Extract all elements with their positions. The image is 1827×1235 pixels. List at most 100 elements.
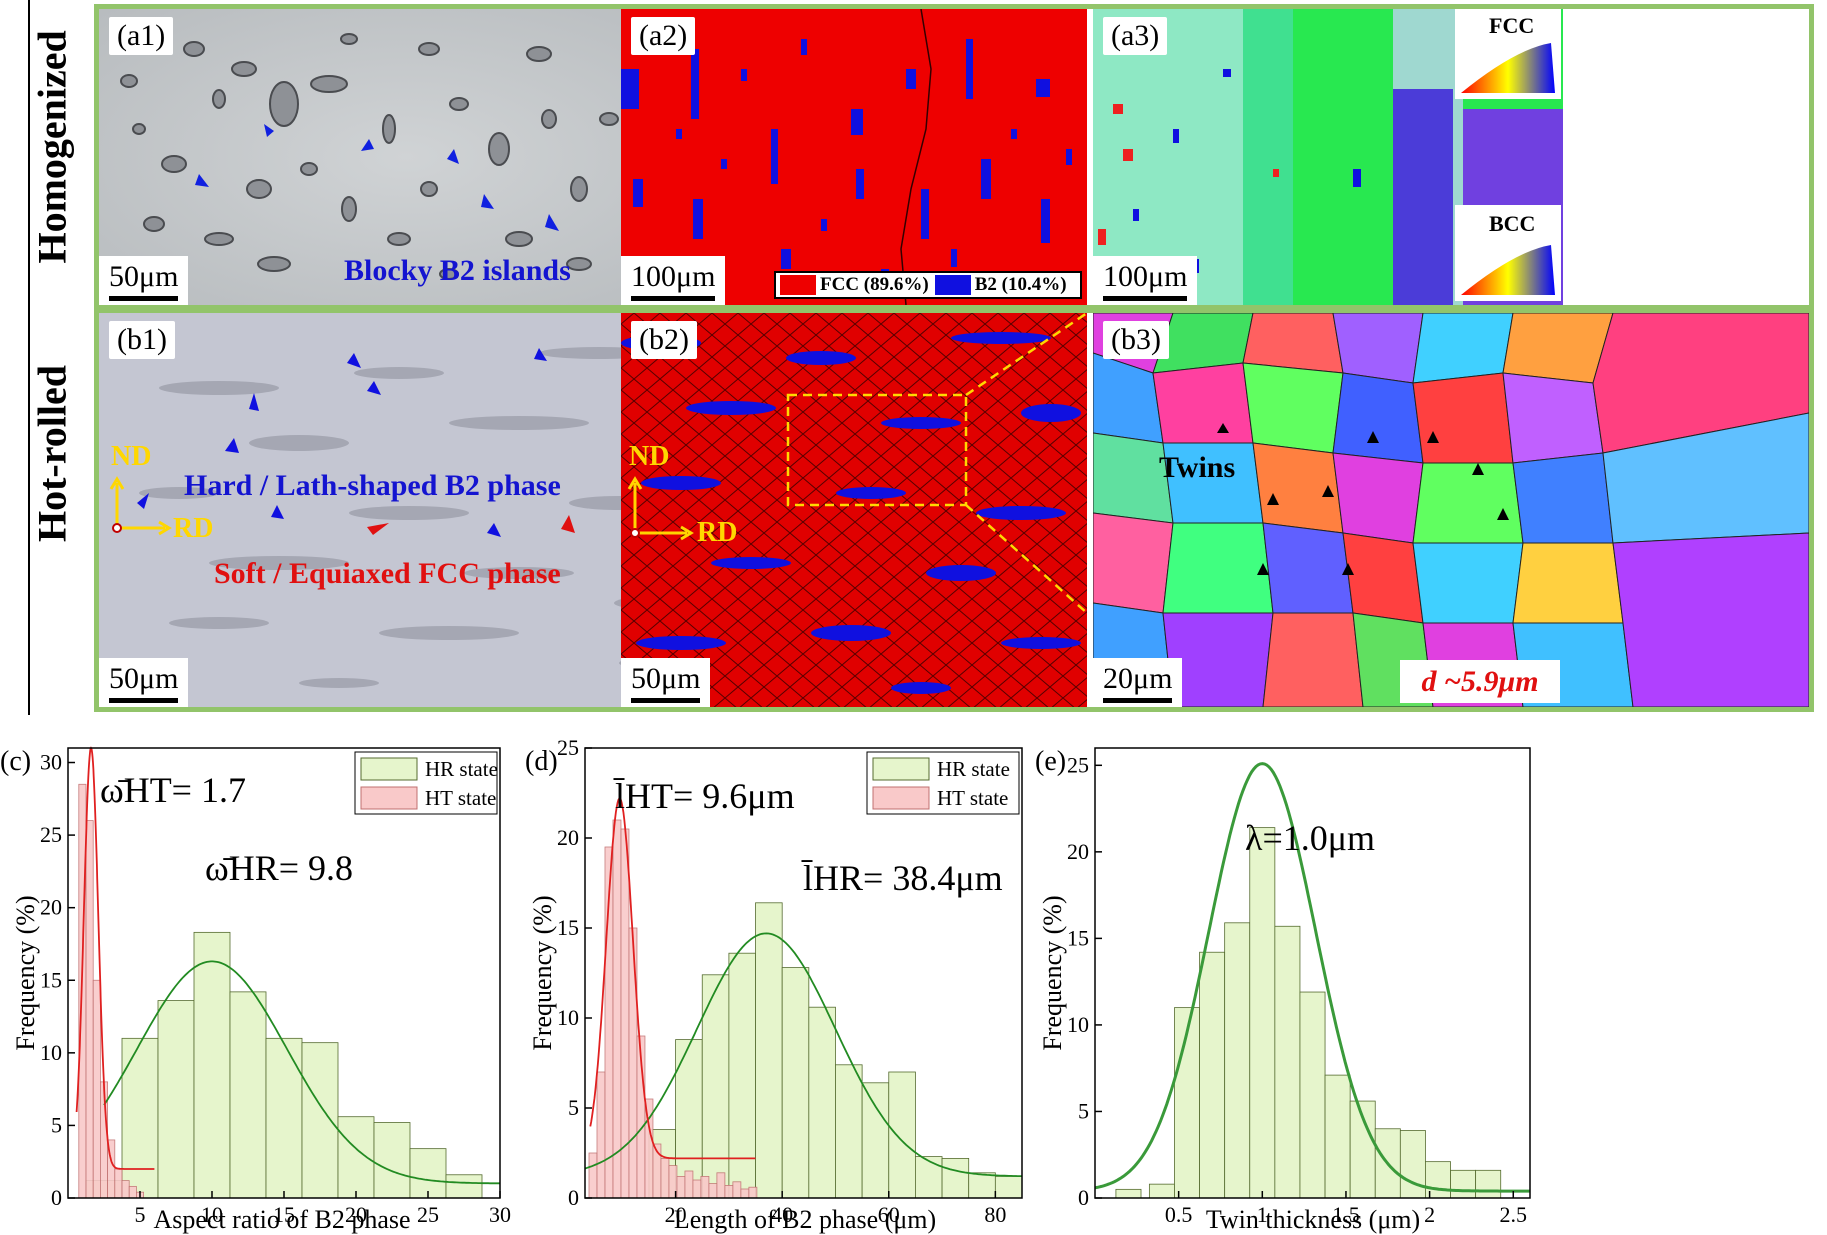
x-tick-label-d: 40 bbox=[771, 1202, 793, 1227]
a1-micrograph bbox=[99, 9, 714, 305]
a1-scale-bar: 50μm bbox=[99, 256, 189, 305]
bar-d-ht-17 bbox=[724, 1184, 734, 1199]
b3-scale-text: 20μm bbox=[1103, 662, 1173, 695]
bar-d-ht-18 bbox=[732, 1181, 742, 1199]
bar-c-hr-2 bbox=[157, 1000, 195, 1199]
bar-d-hr-13 bbox=[994, 1175, 1023, 1199]
bar-d-hr-3 bbox=[728, 952, 756, 1199]
b1-scale-text: 50μm bbox=[109, 662, 179, 695]
panel-label-c: (c) bbox=[0, 746, 31, 777]
b2-swatch bbox=[934, 275, 971, 295]
legend-swatch-c-1 bbox=[360, 786, 418, 810]
bar-d-hr-6 bbox=[808, 1006, 836, 1199]
fit-line-d-hr bbox=[584, 932, 1022, 1177]
bar-d-ht-20 bbox=[748, 1186, 758, 1199]
panel-b1: (b1) ND RD Hard / Lath-shaped B2 phase S… bbox=[99, 313, 714, 707]
row-divider-line bbox=[28, 0, 30, 715]
ipf-bcc-triangle bbox=[1461, 245, 1555, 295]
x-tick-label-d: 60 bbox=[878, 1202, 900, 1227]
y-tick-label-c: 5 bbox=[51, 1112, 62, 1137]
bar-c-hr-9 bbox=[409, 1148, 447, 1199]
row-label-hot-rolled: Hot-rolled bbox=[29, 365, 75, 543]
panel-b2: (b2) ND RD 50μm bbox=[621, 313, 1087, 707]
bar-e-hr-11 bbox=[1399, 1130, 1426, 1199]
b3-ipf-map bbox=[1093, 313, 1809, 707]
x-tick-label-e: 0.5 bbox=[1165, 1202, 1193, 1227]
a3-scale-text: 100μm bbox=[1103, 260, 1188, 293]
legend-b2: B2 (10.4%) bbox=[974, 274, 1067, 295]
y-axis-label-d: Frequency (%) bbox=[528, 895, 557, 1050]
bar-d-hr-4 bbox=[755, 902, 783, 1199]
y-tick-label-c: 0 bbox=[51, 1185, 62, 1210]
bar-d-ht-0 bbox=[588, 1152, 598, 1199]
panel-a3: FCC BCC (a3) 100μm bbox=[1093, 9, 1809, 305]
bar-e-hr-4 bbox=[1224, 922, 1251, 1199]
bar-c-ht-6 bbox=[121, 1180, 130, 1199]
bar-d-ht-14 bbox=[700, 1175, 710, 1199]
panel-b3: (b3) Twins 20μm d ~5.9μm bbox=[1093, 313, 1809, 707]
x-axis-label-e: Twin thickness (μm) bbox=[1206, 1205, 1420, 1234]
bar-c-ht-5 bbox=[114, 1168, 123, 1199]
panel-label-d: (d) bbox=[525, 746, 558, 777]
a1-caption: Blocky B2 islands bbox=[344, 254, 571, 287]
y-tick-label-e: 5 bbox=[1078, 1098, 1089, 1123]
bar-d-ht-1 bbox=[596, 1071, 606, 1199]
bar-d-ht-13 bbox=[692, 1179, 702, 1199]
legend-label-c-1: HT state bbox=[425, 786, 496, 810]
y-tick-label-d: 5 bbox=[568, 1095, 579, 1120]
fit-line-c-hr bbox=[103, 960, 500, 1185]
y-tick-label-e: 15 bbox=[1067, 925, 1089, 950]
legend-swatch-c-0 bbox=[360, 757, 418, 781]
bar-e-hr-13 bbox=[1450, 1169, 1477, 1199]
b1-axis-rd: RD bbox=[173, 513, 214, 544]
b1-scale-bar: 50μm bbox=[99, 658, 189, 707]
x-axis-label-c: Aspect ratio of B2 phase bbox=[153, 1205, 410, 1234]
y-tick-label-c: 25 bbox=[40, 822, 62, 847]
bar-c-hr-3 bbox=[193, 931, 231, 1199]
b2-scale-text: 50μm bbox=[631, 662, 701, 695]
y-tick-label-c: 15 bbox=[40, 967, 62, 992]
x-tick-label-e: 2 bbox=[1424, 1202, 1435, 1227]
chart-e: 0.5 1 1.5 2 2.5 0 5 10 15 20 25 Twin thickness (μm)… bbox=[1035, 746, 1531, 1234]
b1-label: (b1) bbox=[109, 321, 175, 359]
b3-label: (b3) bbox=[1103, 321, 1169, 359]
bar-e-hr-8 bbox=[1324, 1074, 1351, 1199]
x-axis-label-d: Length of B2 phase (μm) bbox=[674, 1205, 936, 1234]
legend-swatch-d-1 bbox=[872, 786, 930, 810]
bar-d-ht-3 bbox=[612, 819, 622, 1199]
bar-d-hr-9 bbox=[888, 1071, 916, 1199]
bar-d-hr-7 bbox=[835, 1064, 863, 1199]
y-tick-label-e: 10 bbox=[1067, 1012, 1089, 1037]
fit-line-e-hr bbox=[1094, 762, 1530, 1193]
y-tick-label-d: 10 bbox=[557, 1005, 579, 1030]
a2-scale-text: 100μm bbox=[631, 260, 716, 293]
ipf-key-bcc: BCC bbox=[1455, 205, 1561, 301]
bar-e-hr-5 bbox=[1249, 827, 1276, 1199]
bar-c-hr-8 bbox=[373, 1122, 411, 1199]
b1-axis-nd: ND bbox=[111, 441, 152, 472]
a1-scale-text: 50μm bbox=[109, 260, 179, 293]
a2-label: (a2) bbox=[631, 17, 696, 55]
b3-grain-size: d ~5.9μm bbox=[1400, 660, 1560, 703]
a3-label: (a3) bbox=[1103, 17, 1168, 55]
legend-label-c-0: HR state bbox=[425, 757, 498, 781]
y-axis-label-e: Frequency (%) bbox=[1038, 895, 1067, 1050]
b2-scale-bar: 50μm bbox=[621, 658, 711, 707]
hot-rolled-frame bbox=[94, 308, 1814, 712]
bar-d-ht-16 bbox=[716, 1172, 726, 1199]
b3-twins-label: Twins bbox=[1159, 451, 1236, 484]
y-tick-label-d: 20 bbox=[557, 825, 579, 850]
bar-c-hr-4 bbox=[229, 991, 267, 1199]
x-tick-label-c: 15 bbox=[273, 1202, 295, 1227]
ipf-key-fcc: FCC bbox=[1455, 9, 1561, 99]
y-tick-label-d: 25 bbox=[557, 740, 579, 760]
b1-caption-fcc: Soft / Equiaxed FCC phase bbox=[214, 557, 561, 590]
b2-axis-rd: RD bbox=[697, 517, 738, 548]
ipf-bcc-label: BCC bbox=[1489, 211, 1536, 236]
bar-d-ht-11 bbox=[676, 1175, 686, 1199]
ipf-fcc-label: FCC bbox=[1489, 13, 1535, 38]
bar-d-ht-15 bbox=[708, 1183, 718, 1199]
bar-e-hr-7 bbox=[1299, 991, 1326, 1199]
b2-phase-map bbox=[621, 313, 1087, 707]
bar-d-ht-19 bbox=[740, 1188, 750, 1199]
